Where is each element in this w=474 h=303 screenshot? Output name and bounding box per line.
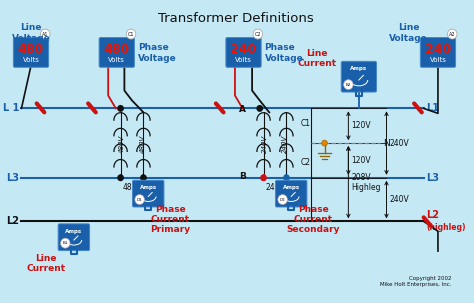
Text: Volts: Volts [429, 57, 447, 63]
Text: B2: B2 [346, 83, 351, 87]
FancyBboxPatch shape [341, 61, 376, 92]
Text: A2: A2 [449, 32, 456, 37]
Circle shape [257, 106, 263, 111]
Circle shape [278, 195, 287, 205]
Text: L1: L1 [427, 103, 439, 113]
Text: D1: D1 [137, 198, 143, 201]
Text: 120V: 120V [351, 121, 371, 130]
Circle shape [447, 29, 457, 39]
Text: Copyright 2002
Mike Holt Enterprises, Inc.: Copyright 2002 Mike Holt Enterprises, In… [380, 276, 451, 287]
Text: Volts: Volts [235, 57, 252, 63]
Text: Line
Current: Line Current [297, 49, 337, 68]
Circle shape [284, 175, 289, 181]
Text: B1: B1 [63, 241, 68, 245]
Circle shape [261, 175, 266, 181]
FancyBboxPatch shape [13, 38, 49, 67]
Text: Volts: Volts [23, 57, 39, 63]
Circle shape [40, 29, 50, 39]
Text: Phase
Voltage: Phase Voltage [264, 43, 303, 63]
Circle shape [344, 80, 353, 90]
Text: Amps: Amps [140, 185, 157, 190]
Circle shape [118, 175, 123, 181]
Text: Transformer Definitions: Transformer Definitions [158, 12, 314, 25]
Text: C1: C1 [301, 119, 311, 128]
Circle shape [253, 29, 263, 39]
Text: Amps: Amps [283, 185, 300, 190]
Text: 240: 240 [425, 43, 451, 56]
Text: 480V: 480V [139, 135, 146, 153]
Text: Line
Current: Line Current [27, 254, 66, 273]
FancyBboxPatch shape [420, 38, 456, 67]
Text: B: B [239, 172, 246, 181]
Text: L2: L2 [7, 216, 19, 226]
Text: Line
Voltage: Line Voltage [11, 23, 50, 43]
Text: Line
Voltage: Line Voltage [389, 23, 428, 43]
Text: 208V
Highleg: 208V Highleg [351, 172, 381, 192]
Circle shape [141, 175, 146, 181]
FancyBboxPatch shape [275, 180, 307, 207]
Text: 240V: 240V [389, 138, 409, 148]
FancyBboxPatch shape [99, 38, 135, 67]
FancyBboxPatch shape [58, 224, 90, 251]
Text: L 1: L 1 [3, 103, 19, 113]
Text: A1: A1 [42, 32, 48, 37]
Text: Phase
Voltage: Phase Voltage [138, 43, 176, 63]
Text: N: N [383, 138, 390, 148]
Text: (highleg): (highleg) [427, 223, 466, 232]
Text: Phase
Current
Primary: Phase Current Primary [150, 205, 190, 234]
Text: 480: 480 [18, 43, 44, 56]
Text: 480V: 480V [118, 135, 125, 153]
Text: 240v: 240v [265, 183, 284, 192]
Text: 240V: 240V [262, 135, 267, 153]
Text: C2: C2 [301, 158, 311, 167]
Circle shape [322, 140, 328, 146]
Text: 480v: 480v [122, 183, 142, 192]
Text: Volts: Volts [109, 57, 125, 63]
Text: A: A [239, 105, 246, 114]
Text: Amps: Amps [65, 229, 82, 234]
Circle shape [126, 29, 136, 39]
Text: 240V: 240V [389, 195, 409, 204]
Text: C1: C1 [128, 32, 134, 37]
Text: L2: L2 [427, 210, 439, 220]
Circle shape [135, 195, 145, 205]
Text: C2: C2 [255, 32, 261, 37]
Text: 120V: 120V [351, 156, 371, 165]
Text: L3: L3 [427, 173, 439, 183]
Text: 240V: 240V [283, 135, 289, 153]
Text: Amps: Amps [350, 66, 367, 71]
Text: 240: 240 [230, 43, 256, 56]
Text: D2: D2 [280, 198, 285, 201]
Text: 480: 480 [104, 43, 130, 56]
Circle shape [61, 238, 70, 248]
Text: Phase
Current
Secondary: Phase Current Secondary [286, 205, 340, 234]
Circle shape [118, 106, 123, 111]
FancyBboxPatch shape [226, 38, 261, 67]
Text: L3: L3 [7, 173, 19, 183]
FancyBboxPatch shape [133, 180, 164, 207]
